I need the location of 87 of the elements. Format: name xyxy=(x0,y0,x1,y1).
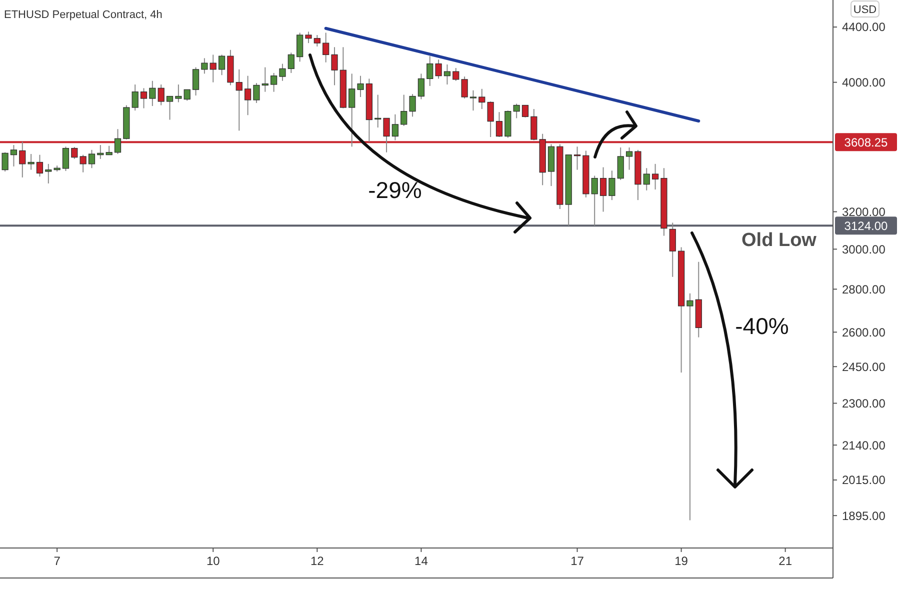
candlestick xyxy=(236,68,242,132)
candlestick xyxy=(322,32,330,63)
candlestick xyxy=(608,170,616,201)
candlestick xyxy=(522,104,529,118)
candlestick xyxy=(669,222,676,278)
x-tick-label: 19 xyxy=(674,554,688,568)
candlestick xyxy=(400,94,408,126)
candlestick xyxy=(652,163,659,190)
y-tick-label: 2015.00 xyxy=(842,473,886,488)
candlestick xyxy=(80,154,86,173)
candlestick xyxy=(288,52,294,74)
annotation: Old Low xyxy=(742,230,817,252)
candlestick xyxy=(140,88,148,109)
x-tick-label: 10 xyxy=(206,554,220,568)
candlestick xyxy=(478,88,486,110)
x-tick-label: 12 xyxy=(310,554,324,568)
annotation: -29% xyxy=(368,177,422,204)
candlestick xyxy=(348,73,356,148)
candlestick xyxy=(279,63,286,82)
candlestick xyxy=(357,75,364,98)
candlestick xyxy=(591,175,598,226)
y-axis-title: USD xyxy=(853,4,877,16)
candlestick xyxy=(409,94,416,118)
y-tick-label: 2600.00 xyxy=(842,325,886,340)
candlestick xyxy=(2,152,8,172)
candlestick xyxy=(296,32,304,62)
candlestick xyxy=(210,54,216,83)
candlestick xyxy=(201,58,208,74)
candlestick xyxy=(314,34,320,47)
candlestick xyxy=(28,153,34,170)
candlestick xyxy=(617,146,624,180)
y-tick-label: 3000.00 xyxy=(842,242,886,256)
candlestick xyxy=(166,96,174,120)
candlestick xyxy=(262,66,268,92)
y-tick-label: 4400.00 xyxy=(842,20,886,34)
candlestick xyxy=(686,292,694,521)
candlestick xyxy=(305,31,312,44)
candlestick xyxy=(62,146,70,172)
y-tick-label: 2300.00 xyxy=(842,396,886,410)
candlestick xyxy=(114,128,122,154)
x-tick-label: 14 xyxy=(414,554,428,568)
candlestick xyxy=(175,84,182,103)
candlestick xyxy=(10,144,18,167)
candlestick xyxy=(374,94,382,128)
x-tick-label: 7 xyxy=(54,554,61,568)
candlestick xyxy=(97,144,104,160)
candlestick xyxy=(392,114,398,141)
annotation: -40% xyxy=(735,313,789,340)
candlestick xyxy=(132,84,138,112)
candlestick xyxy=(435,59,442,80)
candlestick xyxy=(45,163,52,184)
candlestick xyxy=(426,56,434,86)
candlestick xyxy=(470,90,477,112)
candlestick xyxy=(331,46,338,86)
candlestick xyxy=(444,64,451,85)
ref-line-label: 3608.25 xyxy=(844,135,888,150)
candlestick xyxy=(184,89,190,102)
y-tick-label: 2450.00 xyxy=(842,360,886,374)
candlestick xyxy=(218,54,226,76)
y-tick-label: 1895.00 xyxy=(842,508,886,523)
candlestick xyxy=(513,103,520,119)
candlestick xyxy=(600,166,607,212)
candlestick xyxy=(88,149,96,169)
candlestick xyxy=(244,75,252,116)
y-tick-label: 4000.00 xyxy=(842,76,886,90)
candlestick xyxy=(461,76,468,99)
x-tick-label: 17 xyxy=(570,554,584,568)
candlestick xyxy=(643,168,650,191)
candlestick xyxy=(496,112,503,138)
candlestick xyxy=(192,66,200,96)
candlestick xyxy=(36,154,44,178)
candlestick xyxy=(452,67,460,82)
candlestick xyxy=(418,73,424,100)
y-tick-label: 2140.00 xyxy=(842,438,886,452)
candlestick xyxy=(71,146,78,160)
candlestick xyxy=(149,80,156,106)
candlestick xyxy=(253,82,260,104)
x-tick-label: 21 xyxy=(778,554,792,568)
text: ETHUSD Perpetual Contract, 4h xyxy=(4,9,162,21)
candlestick xyxy=(270,72,278,92)
candlestick xyxy=(574,146,581,170)
y-tick-label: 2800.00 xyxy=(842,282,886,296)
y-tick-label: 3200.00 xyxy=(842,204,886,219)
candlestick xyxy=(487,100,494,138)
candlestick xyxy=(626,146,633,170)
candlestick xyxy=(158,84,164,106)
ref-line-label: 3124.00 xyxy=(844,218,888,233)
